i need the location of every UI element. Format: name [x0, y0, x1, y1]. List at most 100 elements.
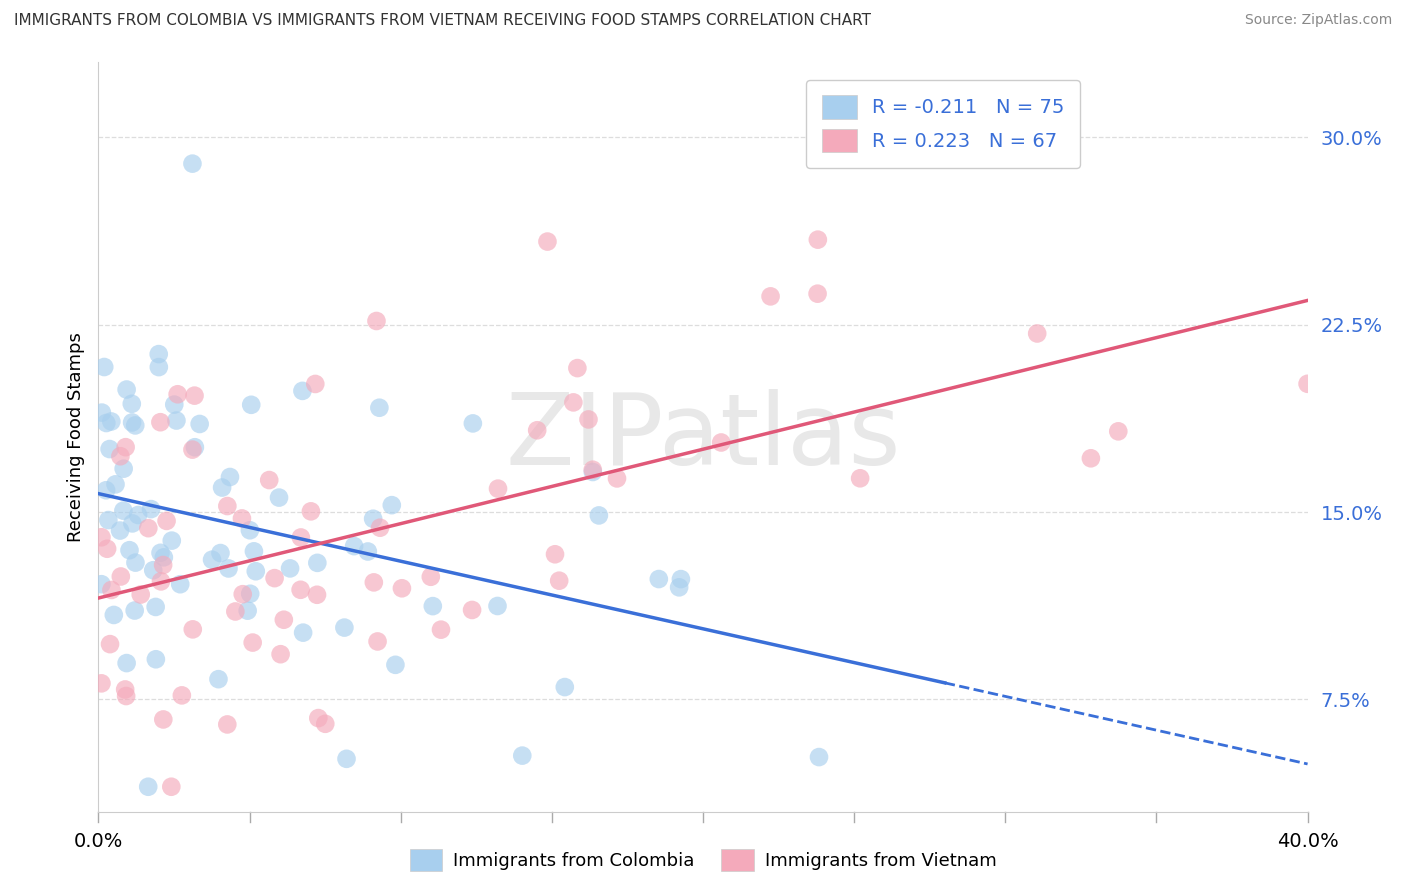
Immigrants from Colombia — [808, 750, 831, 764]
Immigrants from Colombia — [209, 546, 232, 560]
Immigrants from Vietnam — [304, 376, 326, 391]
Immigrants from Colombia — [98, 442, 121, 456]
Immigrants from Colombia — [104, 477, 127, 491]
Immigrants from Colombia — [149, 546, 172, 560]
Immigrants from Colombia — [139, 502, 162, 516]
Immigrants from Vietnam — [98, 637, 121, 651]
Immigrants from Colombia — [357, 544, 380, 558]
Immigrants from Colombia — [207, 672, 229, 686]
Immigrants from Vietnam — [368, 521, 391, 535]
Immigrants from Colombia — [100, 415, 122, 429]
Immigrants from Colombia — [145, 599, 167, 614]
Immigrants from Vietnam — [526, 423, 548, 437]
Immigrants from Vietnam — [110, 569, 132, 583]
Immigrants from Colombia — [121, 397, 143, 411]
Immigrants from Colombia — [668, 580, 690, 594]
Immigrants from Vietnam — [170, 689, 193, 703]
Immigrants from Colombia — [486, 599, 509, 613]
Immigrants from Vietnam — [486, 482, 509, 496]
Immigrants from Colombia — [93, 359, 115, 374]
Immigrants from Colombia — [181, 156, 204, 170]
Immigrants from Colombia — [90, 406, 112, 420]
Immigrants from Colombia — [239, 587, 262, 601]
Immigrants from Colombia — [118, 543, 141, 558]
Immigrants from Vietnam — [807, 233, 830, 247]
Immigrants from Colombia — [103, 607, 125, 622]
Immigrants from Colombia — [90, 577, 112, 591]
Text: Source: ZipAtlas.com: Source: ZipAtlas.com — [1244, 13, 1392, 28]
Immigrants from Vietnam — [231, 511, 253, 525]
Immigrants from Vietnam — [290, 531, 312, 545]
Immigrants from Colombia — [124, 556, 146, 570]
Immigrants from Colombia — [236, 604, 259, 618]
Immigrants from Colombia — [160, 533, 183, 548]
Immigrants from Colombia — [218, 561, 240, 575]
Immigrants from Colombia — [461, 417, 484, 431]
Immigrants from Colombia — [94, 483, 117, 498]
Immigrants from Vietnam — [299, 504, 322, 518]
Legend: R = -0.211   N = 75, R = 0.223   N = 67: R = -0.211 N = 75, R = 0.223 N = 67 — [806, 79, 1080, 168]
Immigrants from Vietnam — [224, 605, 246, 619]
Immigrants from Colombia — [510, 748, 533, 763]
Immigrants from Vietnam — [181, 623, 204, 637]
Text: IMMIGRANTS FROM COLOMBIA VS IMMIGRANTS FROM VIETNAM RECEIVING FOOD STAMPS CORREL: IMMIGRANTS FROM COLOMBIA VS IMMIGRANTS F… — [14, 13, 872, 29]
Immigrants from Vietnam — [149, 415, 172, 429]
Immigrants from Colombia — [361, 512, 384, 526]
Immigrants from Vietnam — [1080, 451, 1102, 466]
Immigrants from Colombia — [115, 656, 138, 670]
Immigrants from Vietnam — [562, 395, 585, 409]
Immigrants from Colombia — [588, 508, 610, 523]
Immigrants from Colombia — [582, 465, 605, 479]
Immigrants from Colombia — [278, 561, 301, 575]
Immigrants from Vietnam — [90, 676, 112, 690]
Immigrants from Vietnam — [217, 499, 239, 513]
Immigrants from Vietnam — [710, 435, 733, 450]
Immigrants from Vietnam — [181, 442, 204, 457]
Immigrants from Vietnam — [419, 570, 441, 584]
Immigrants from Colombia — [184, 440, 207, 454]
Immigrants from Colombia — [240, 398, 263, 412]
Immigrants from Colombia — [121, 416, 143, 430]
Immigrants from Colombia — [148, 360, 170, 375]
Immigrants from Vietnam — [129, 587, 152, 601]
Immigrants from Colombia — [153, 550, 176, 565]
Immigrants from Colombia — [267, 491, 290, 505]
Immigrants from Vietnam — [606, 471, 628, 485]
Text: ZIPatlas: ZIPatlas — [505, 389, 901, 485]
Immigrants from Colombia — [307, 556, 329, 570]
Immigrants from Colombia — [142, 563, 165, 577]
Immigrants from Colombia — [422, 599, 444, 613]
Immigrants from Colombia — [121, 516, 143, 531]
Text: 0.0%: 0.0% — [73, 831, 124, 851]
Text: 40.0%: 40.0% — [1277, 831, 1339, 851]
Immigrants from Colombia — [219, 470, 242, 484]
Immigrants from Vietnam — [536, 235, 558, 249]
Immigrants from Vietnam — [314, 716, 336, 731]
Immigrants from Colombia — [112, 461, 135, 475]
Immigrants from Vietnam — [849, 471, 872, 485]
Immigrants from Vietnam — [263, 571, 285, 585]
Immigrants from Vietnam — [100, 582, 122, 597]
Immigrants from Colombia — [211, 481, 233, 495]
Immigrants from Vietnam — [461, 603, 484, 617]
Legend: Immigrants from Colombia, Immigrants from Vietnam: Immigrants from Colombia, Immigrants fro… — [402, 842, 1004, 879]
Immigrants from Colombia — [124, 418, 146, 433]
Immigrants from Vietnam — [114, 682, 136, 697]
Immigrants from Vietnam — [149, 574, 172, 589]
Immigrants from Colombia — [124, 603, 146, 617]
Immigrants from Colombia — [669, 572, 692, 586]
Immigrants from Colombia — [169, 577, 191, 591]
Immigrants from Vietnam — [273, 613, 295, 627]
Immigrants from Colombia — [243, 544, 266, 558]
Immigrants from Colombia — [239, 523, 262, 537]
Immigrants from Colombia — [165, 413, 187, 427]
Immigrants from Vietnam — [1107, 425, 1129, 439]
Immigrants from Vietnam — [152, 713, 174, 727]
Immigrants from Colombia — [136, 780, 159, 794]
Immigrants from Colombia — [381, 498, 404, 512]
Immigrants from Vietnam — [152, 558, 174, 572]
Immigrants from Vietnam — [160, 780, 183, 794]
Immigrants from Vietnam — [110, 449, 132, 463]
Immigrants from Vietnam — [166, 387, 188, 401]
Immigrants from Colombia — [335, 752, 357, 766]
